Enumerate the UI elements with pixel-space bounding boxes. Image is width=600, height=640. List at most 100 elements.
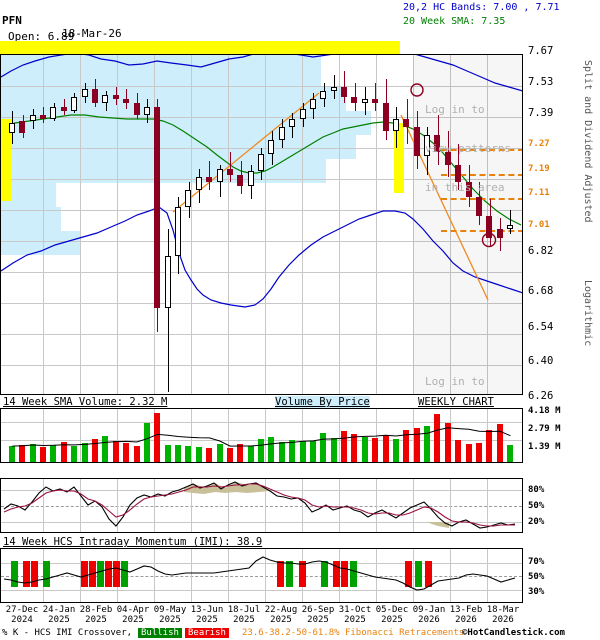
candle-body[interactable]: [351, 96, 357, 103]
imi-crossover-signal[interactable]: [341, 561, 348, 587]
candle-body[interactable]: [217, 168, 223, 182]
candle-body[interactable]: [341, 86, 347, 97]
volume-bar[interactable]: [92, 439, 98, 462]
imi-crossover-signal[interactable]: [31, 561, 38, 587]
imi-crossover-signal[interactable]: [405, 561, 412, 587]
candle-body[interactable]: [403, 119, 409, 128]
volume-bar[interactable]: [383, 435, 389, 462]
candle-body[interactable]: [289, 119, 295, 128]
volume-bar[interactable]: [227, 448, 233, 462]
candle-body[interactable]: [154, 106, 160, 309]
volume-chart-panel[interactable]: [0, 408, 523, 463]
pattern-banner[interactable]: Bearish Engulfing on 12-Dec-25, Strength…: [0, 41, 400, 66]
volume-bar[interactable]: [82, 443, 88, 462]
volume-bar[interactable]: [393, 439, 399, 462]
volume-bar[interactable]: [362, 437, 368, 462]
candle-body[interactable]: [362, 98, 368, 103]
volume-bar[interactable]: [102, 436, 108, 462]
volume-bar[interactable]: [279, 442, 285, 462]
volume-bar[interactable]: [144, 423, 150, 462]
price-chart-panel[interactable]: Log in to view patterns in this area Log…: [0, 54, 523, 395]
volume-bar[interactable]: [486, 430, 492, 462]
candle-body[interactable]: [113, 94, 119, 99]
volume-bar[interactable]: [403, 430, 409, 462]
volume-bar[interactable]: [206, 448, 212, 462]
volume-bar[interactable]: [268, 437, 274, 462]
candle-body[interactable]: [372, 98, 378, 103]
candle-body[interactable]: [476, 196, 482, 217]
volume-bar[interactable]: [134, 446, 140, 462]
candle-body[interactable]: [383, 102, 389, 132]
stochastic-chart-panel[interactable]: [0, 478, 523, 533]
imi-crossover-signal[interactable]: [415, 561, 422, 587]
volume-bar[interactable]: [71, 446, 77, 462]
candle-body[interactable]: [414, 127, 420, 157]
candle-body[interactable]: [227, 168, 233, 176]
candle-body[interactable]: [82, 88, 88, 97]
volume-bar[interactable]: [351, 434, 357, 462]
volume-bar[interactable]: [445, 423, 451, 462]
candle-body[interactable]: [9, 123, 15, 134]
candle-body[interactable]: [123, 98, 129, 103]
candle-body[interactable]: [497, 229, 503, 239]
imi-crossover-signal[interactable]: [299, 561, 306, 587]
candle-body[interactable]: [71, 96, 77, 111]
candle-body[interactable]: [102, 94, 108, 103]
volume-bar[interactable]: [248, 446, 254, 462]
volume-bar[interactable]: [217, 444, 223, 462]
imi-crossover-signal[interactable]: [121, 561, 128, 587]
candle-body[interactable]: [61, 106, 67, 111]
imi-crossover-signal[interactable]: [277, 561, 284, 587]
volume-bar[interactable]: [123, 443, 129, 462]
volume-bar[interactable]: [434, 414, 440, 462]
imi-crossover-signal[interactable]: [286, 561, 293, 587]
candle-body[interactable]: [424, 135, 430, 157]
candle-body[interactable]: [268, 139, 274, 155]
volume-bar[interactable]: [300, 441, 306, 462]
candle-body[interactable]: [320, 90, 326, 99]
imi-crossover-signal[interactable]: [105, 561, 112, 587]
candle-body[interactable]: [237, 175, 243, 186]
imi-crossover-signal[interactable]: [11, 561, 18, 587]
volume-bar[interactable]: [497, 424, 503, 462]
volume-bar[interactable]: [414, 428, 420, 462]
imi-chart-panel[interactable]: [0, 548, 523, 603]
volume-bar[interactable]: [320, 433, 326, 462]
candle-body[interactable]: [300, 108, 306, 120]
volume-bar[interactable]: [50, 445, 56, 462]
volume-bar[interactable]: [154, 413, 160, 462]
candle-body[interactable]: [434, 135, 440, 153]
imi-crossover-signal[interactable]: [81, 561, 88, 587]
volume-bar[interactable]: [196, 447, 202, 462]
volume-bar[interactable]: [310, 441, 316, 462]
imi-crossover-signal[interactable]: [333, 561, 340, 587]
volume-bar[interactable]: [372, 438, 378, 462]
volume-bar[interactable]: [258, 439, 264, 462]
candle-body[interactable]: [258, 154, 264, 172]
candle-body[interactable]: [196, 177, 202, 191]
candle-body[interactable]: [175, 207, 181, 256]
candle-body[interactable]: [165, 255, 171, 309]
volume-bar[interactable]: [30, 444, 36, 462]
imi-crossover-signal[interactable]: [43, 561, 50, 587]
volume-bar[interactable]: [331, 438, 337, 462]
volume-bar[interactable]: [507, 445, 513, 462]
candle-body[interactable]: [279, 127, 285, 140]
candle-body[interactable]: [486, 216, 492, 239]
volume-bar[interactable]: [341, 431, 347, 462]
candle-body[interactable]: [445, 152, 451, 165]
candle-body[interactable]: [185, 190, 191, 208]
candle-body[interactable]: [19, 121, 25, 134]
volume-bar[interactable]: [40, 447, 46, 462]
candle-body[interactable]: [393, 119, 399, 132]
imi-crossover-signal[interactable]: [425, 561, 432, 587]
candle-body[interactable]: [134, 102, 140, 115]
imi-crossover-signal[interactable]: [113, 561, 120, 587]
candle-body[interactable]: [50, 106, 56, 120]
volume-bar[interactable]: [185, 446, 191, 462]
candle-body[interactable]: [331, 86, 337, 91]
imi-crossover-signal[interactable]: [321, 561, 328, 587]
candle-body[interactable]: [30, 114, 36, 122]
candle-body[interactable]: [144, 106, 150, 115]
volume-bar[interactable]: [476, 443, 482, 462]
